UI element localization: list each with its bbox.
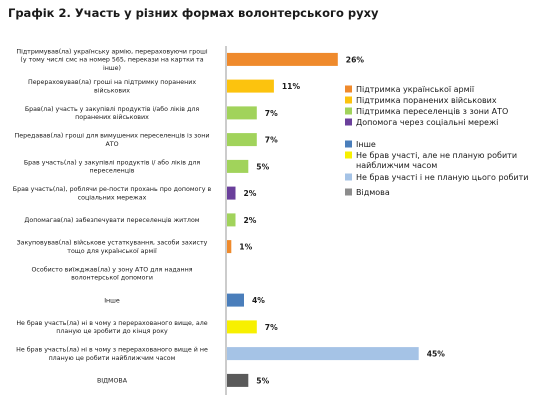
value-label: 5% bbox=[256, 376, 269, 385]
value-label: 26% bbox=[346, 55, 365, 64]
legend-swatch bbox=[345, 118, 352, 126]
value-label: 7% bbox=[265, 136, 278, 145]
value-label: 5% bbox=[256, 162, 269, 171]
category-label: Брав участь(ла) у закупівлі продуктів і/… bbox=[24, 159, 201, 175]
bar bbox=[227, 213, 236, 227]
legend-label: Підтримка поранених військових bbox=[356, 96, 497, 105]
bar bbox=[227, 159, 249, 173]
legend-swatch bbox=[345, 173, 352, 181]
category-label: Не брав участь(ла) ні в чому з перерахов… bbox=[16, 346, 208, 362]
category-label: Передавав(ла) гроші для вимушених пересе… bbox=[15, 132, 210, 148]
value-label: 2% bbox=[244, 189, 257, 198]
legend-label: Підтримка переселенців з зони АТО bbox=[356, 107, 508, 116]
bar bbox=[227, 240, 232, 254]
legend-swatch bbox=[345, 85, 352, 93]
legend-swatch bbox=[345, 151, 352, 159]
value-label: 7% bbox=[265, 323, 278, 332]
value-label: 7% bbox=[265, 109, 278, 118]
bar bbox=[227, 293, 244, 307]
legend-label: Підтримка української армії bbox=[356, 85, 475, 94]
legend-label: Не брав участі і не планую цього робити bbox=[356, 173, 528, 182]
legend-swatch bbox=[345, 140, 352, 148]
chart-title: Графік 2. Участь у різних формах волонте… bbox=[8, 6, 379, 20]
category-label: Брав(ла) участь у закупівлі продуктів і/… bbox=[25, 105, 200, 121]
category-label: Допомагав(ла) забезпечувати переселенців… bbox=[24, 216, 199, 224]
chart-rows: Підтримував(ла) українську армію, перера… bbox=[13, 47, 445, 387]
bar bbox=[227, 373, 249, 387]
legend-label: Не брав участі, але не планую робити найб… bbox=[356, 151, 517, 170]
value-label: 2% bbox=[244, 216, 257, 225]
category-label: Брав участь(ла), роблячи ре-пости прохан… bbox=[13, 185, 212, 201]
legend-swatch bbox=[345, 96, 352, 104]
bar bbox=[227, 186, 236, 200]
chart-legend: Підтримка української армії Підтримка пор… bbox=[345, 85, 528, 197]
category-label: Не брав участь(ла) ні в чому з перерахов… bbox=[16, 319, 207, 335]
bar bbox=[227, 133, 257, 147]
bar bbox=[227, 320, 257, 334]
value-label: 1% bbox=[239, 243, 252, 252]
bar bbox=[227, 52, 338, 66]
category-label: ВІДМОВА bbox=[97, 378, 128, 385]
bar bbox=[227, 106, 257, 120]
value-label: 11% bbox=[282, 82, 301, 91]
bar bbox=[227, 347, 419, 361]
category-label: Підтримував(ла) українську армію, перера… bbox=[16, 47, 208, 71]
legend-label: Відмова bbox=[356, 188, 390, 197]
category-label: Інше bbox=[104, 297, 120, 304]
legend-swatch bbox=[345, 107, 352, 115]
legend-swatch bbox=[345, 188, 352, 196]
legend-label: Допомога через соціальні мережі bbox=[356, 118, 498, 127]
category-label: Особисто виїжджав(ла) у зону АТО для над… bbox=[31, 266, 192, 282]
legend-label: Інше bbox=[356, 140, 376, 149]
category-label: Закуповував(ла) військове устаткування, … bbox=[17, 239, 208, 255]
category-label: Перераховував(ла) гроші на підтримку пор… bbox=[28, 78, 196, 94]
value-label: 4% bbox=[252, 296, 265, 305]
bar bbox=[227, 79, 274, 93]
value-label: 45% bbox=[427, 350, 446, 359]
